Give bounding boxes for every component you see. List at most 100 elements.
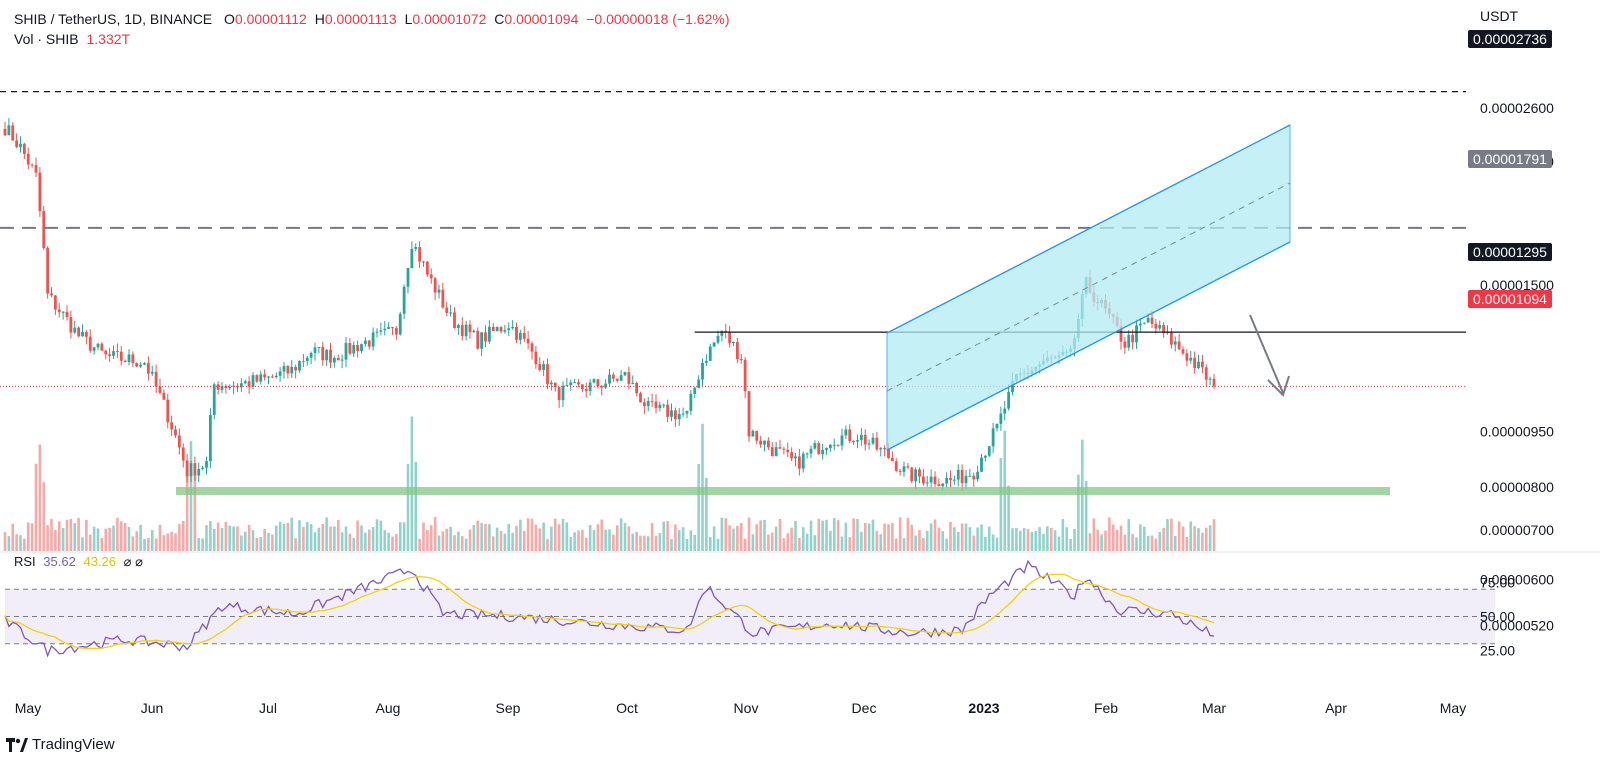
rsi-settings-icons[interactable]: ⌀ ⌀ — [123, 554, 143, 569]
volume-bar — [360, 525, 363, 551]
volume-bar — [829, 531, 832, 551]
candle-body — [526, 338, 530, 344]
candle-body — [879, 448, 883, 450]
candlestick-series — [3, 118, 1216, 491]
volume-bar — [251, 530, 255, 551]
ascending-channel — [886, 124, 1291, 451]
volume-bar — [918, 529, 921, 551]
rsi-label[interactable]: RSI — [14, 554, 36, 569]
tradingview-icon — [6, 737, 28, 752]
volume-bar — [1166, 518, 1169, 551]
candle-body — [135, 363, 139, 367]
volume-bar — [263, 528, 266, 551]
symbol-label[interactable]: SHIB / TetherUS, 1D, BINANCE — [14, 11, 213, 27]
volume-bar — [1170, 518, 1173, 551]
candle-body — [732, 342, 735, 344]
candle-body — [937, 484, 941, 487]
volume-bar — [817, 518, 821, 551]
volume-bar — [553, 518, 557, 551]
volume-bar — [681, 527, 685, 551]
volume-bar — [286, 522, 290, 551]
candle-body — [724, 330, 728, 332]
volume-bar — [309, 523, 313, 551]
candle-body — [588, 382, 592, 392]
volume-bar — [906, 517, 910, 551]
candle-body — [1154, 323, 1158, 329]
volume-bar — [236, 526, 239, 551]
volume-bar — [774, 526, 778, 551]
candle-body — [615, 378, 619, 381]
candle-body — [786, 449, 790, 453]
volume-bar — [565, 522, 569, 551]
volume-bar — [1077, 474, 1080, 551]
candle-body — [929, 476, 933, 483]
volume-bar — [1042, 533, 1045, 551]
volume-bar — [716, 538, 720, 551]
rsi-tick-label: 75.00 — [1480, 575, 1515, 591]
volume-bar — [391, 536, 394, 551]
candle-body — [821, 449, 825, 455]
volume-bar — [422, 522, 425, 551]
candle-body — [332, 358, 336, 363]
volume-bar — [1162, 527, 1165, 551]
candle-body — [856, 439, 859, 442]
volume-bar — [414, 461, 418, 551]
candle-body — [910, 467, 914, 482]
volume-bar — [914, 535, 917, 551]
volume-bar — [639, 535, 642, 551]
candle-body — [530, 343, 534, 352]
volume-bar — [42, 482, 46, 551]
volume-bar — [116, 517, 119, 551]
candle-body — [995, 423, 999, 429]
volume-bar — [739, 523, 743, 551]
volume-bar — [1154, 538, 1158, 551]
volume-bar — [282, 523, 286, 551]
candle-body — [1138, 323, 1142, 326]
candle-body — [162, 392, 166, 400]
candle-body — [801, 453, 805, 469]
volume-bar — [143, 538, 146, 551]
volume-bar — [1065, 527, 1069, 551]
drawing-overlays — [0, 91, 1466, 495]
candle-body — [495, 327, 499, 332]
volume-bar — [949, 522, 952, 551]
volume-bar — [953, 527, 956, 551]
volume-bar — [798, 537, 801, 551]
candle-body — [577, 382, 580, 385]
volume-bar — [1069, 538, 1072, 551]
volume-bar — [50, 519, 53, 551]
candle-body — [104, 350, 108, 355]
volume-label[interactable]: Vol · SHIB — [14, 31, 79, 47]
volume-bar — [511, 532, 514, 551]
volume-bar — [569, 537, 573, 551]
volume-bar — [228, 525, 232, 551]
volume-bar — [677, 530, 681, 551]
volume-bar — [30, 523, 34, 551]
volume-bar — [856, 518, 859, 551]
volume-bar — [778, 519, 782, 551]
candle-body — [197, 468, 201, 476]
candle-body — [1177, 341, 1181, 350]
time-tick-label: Feb — [1094, 700, 1118, 716]
volume-bar — [189, 441, 193, 551]
volume-bar — [763, 519, 766, 551]
volume-bar — [650, 523, 654, 551]
candle-body — [259, 374, 263, 382]
volume-bar — [54, 530, 57, 551]
candle-body — [565, 385, 569, 387]
volume-bar — [557, 524, 561, 551]
candle-body — [701, 362, 704, 380]
volume-bar — [100, 538, 104, 551]
candle-body — [201, 467, 205, 469]
candle-body — [77, 327, 81, 337]
candle-body — [480, 332, 484, 349]
candle-body — [887, 449, 890, 458]
candle-body — [150, 371, 154, 374]
volume-bar — [1092, 518, 1096, 551]
tradingview-logo[interactable]: TradingView — [6, 736, 115, 753]
volume-bar — [836, 520, 840, 551]
candle-body — [608, 374, 611, 384]
candle-body — [662, 404, 666, 406]
candle-body — [294, 366, 298, 371]
high-label: H — [314, 11, 325, 27]
